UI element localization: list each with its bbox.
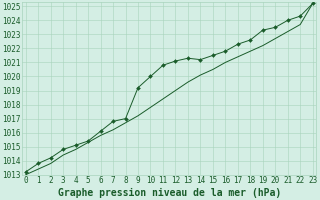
X-axis label: Graphe pression niveau de la mer (hPa): Graphe pression niveau de la mer (hPa) [58,188,281,198]
